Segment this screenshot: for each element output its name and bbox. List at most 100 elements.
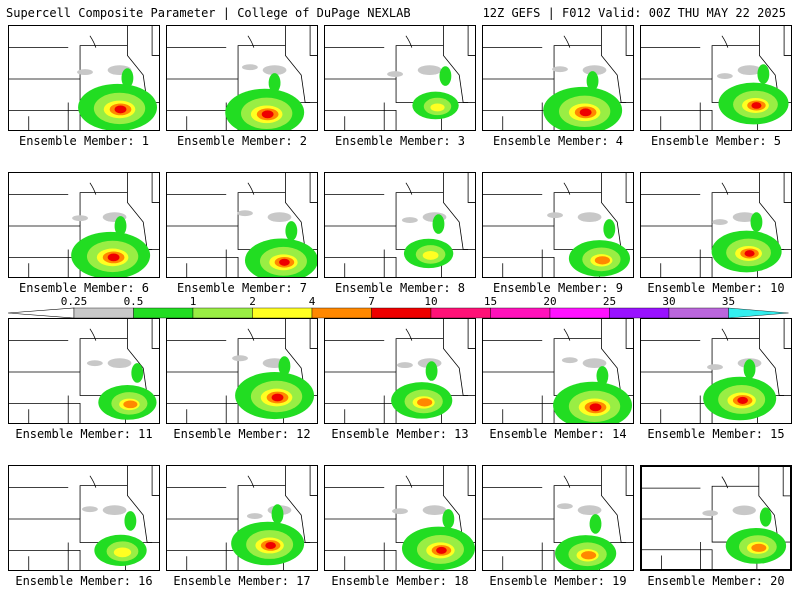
ensemble-map-panel[interactable] <box>8 25 160 131</box>
member-label: Ensemble Member: 17 <box>173 574 311 588</box>
ensemble-map-panel[interactable] <box>640 172 792 278</box>
ensemble-map-panel[interactable] <box>324 172 476 278</box>
member-label: Ensemble Member: 10 <box>647 281 785 295</box>
map-canvas <box>641 319 791 423</box>
scp-contour-5 <box>279 258 290 266</box>
scp-contour-5 <box>744 250 755 257</box>
scp-contour-4 <box>751 543 767 552</box>
page-title: Supercell Composite Parameter | College … <box>6 6 411 20</box>
scp-contour-1 <box>442 509 455 529</box>
scp-contour-4 <box>594 256 611 265</box>
member-label: Ensemble Member: 12 <box>173 427 311 441</box>
scp-contour-3 <box>113 547 132 558</box>
scp-contour-5 <box>436 546 447 554</box>
ensemble-map-panel[interactable] <box>166 318 318 424</box>
ensemble-map-panel[interactable] <box>482 25 634 131</box>
scp-contour-4 <box>417 398 433 407</box>
member-label: Ensemble Member: 5 <box>650 134 782 148</box>
scp-contour-5 <box>261 110 274 119</box>
scp-low-area <box>577 212 602 223</box>
ensemble-map-panel[interactable] <box>640 318 792 424</box>
ensemble-map-panel[interactable] <box>166 25 318 131</box>
scp-contour-1 <box>750 212 763 232</box>
map-canvas <box>325 173 475 277</box>
scp-low-area <box>72 215 88 222</box>
scp-low-area <box>732 212 757 223</box>
scp-low-area <box>82 506 98 513</box>
colorbar-tick-label: 2 <box>249 295 256 308</box>
state-borders <box>9 173 159 277</box>
member-label: Ensemble Member: 13 <box>331 427 469 441</box>
member-label: Ensemble Member: 15 <box>647 427 785 441</box>
colorbar-segment <box>490 307 551 319</box>
colorbar-tick-label: 7 <box>368 295 375 308</box>
scp-low-area <box>582 65 607 76</box>
scp-contour-1 <box>131 363 144 383</box>
member-label: Ensemble Member: 14 <box>489 427 627 441</box>
ensemble-map-panel[interactable] <box>640 25 792 131</box>
scp-low-area <box>737 65 762 76</box>
ensemble-map-panel[interactable] <box>166 465 318 571</box>
colorbar-tick-label: 0.25 <box>60 295 88 308</box>
map-canvas <box>325 26 475 130</box>
member-label: Ensemble Member: 1 <box>18 134 150 148</box>
scp-contour-1 <box>285 221 298 241</box>
ensemble-map-panel[interactable] <box>8 172 160 278</box>
scp-contour-5 <box>589 403 602 412</box>
scp-contour-3 <box>422 251 439 260</box>
member-label: Ensemble Member: 4 <box>492 134 624 148</box>
scp-contour-1 <box>278 356 291 376</box>
scp-contour-5 <box>751 102 762 109</box>
scp-low-area <box>401 217 418 224</box>
map-canvas <box>483 26 633 130</box>
state-borders <box>325 173 475 277</box>
scp-contour-5 <box>271 393 284 402</box>
map-canvas <box>483 466 633 570</box>
scp-contour-1 <box>432 214 445 234</box>
ensemble-map-panel[interactable] <box>482 172 634 278</box>
colorbar-tick-label: 25 <box>602 295 617 308</box>
colorbar-segment <box>668 307 729 319</box>
colorbar-tick-label: 4 <box>308 295 316 308</box>
scp-low-area <box>716 73 733 79</box>
scp-low-area <box>557 503 573 510</box>
colorbar-segment <box>73 307 134 319</box>
ensemble-map-panel[interactable] <box>8 318 160 424</box>
ensemble-map-panel[interactable] <box>482 318 634 424</box>
scp-low-area <box>246 513 263 519</box>
colorbar-left-arrow <box>7 307 75 319</box>
colorbar-segment <box>430 307 491 319</box>
ensemble-map-panel[interactable] <box>324 25 476 131</box>
ensemble-map-panel[interactable] <box>640 465 792 571</box>
scp-contour-1 <box>743 359 756 379</box>
member-label: Ensemble Member: 7 <box>176 281 308 295</box>
ensemble-map-panel[interactable] <box>482 465 634 571</box>
member-label: Ensemble Member: 20 <box>647 574 785 588</box>
member-label: Ensemble Member: 18 <box>331 574 469 588</box>
ensemble-map-panel[interactable] <box>324 318 476 424</box>
member-label: Ensemble Member: 19 <box>489 574 627 588</box>
member-label: Ensemble Member: 2 <box>176 134 308 148</box>
scp-low-area <box>267 212 292 223</box>
map-canvas <box>483 173 633 277</box>
colorbar-segment <box>311 307 372 319</box>
ensemble-map-panel[interactable] <box>8 465 160 571</box>
ensemble-map-panel[interactable] <box>166 172 318 278</box>
scp-low-area <box>397 362 413 369</box>
colorbar-segment <box>549 307 610 319</box>
colorbar-tick-label: 35 <box>721 295 736 308</box>
scp-contour-1 <box>439 66 452 86</box>
map-canvas <box>325 319 475 423</box>
state-borders <box>325 26 475 130</box>
map-canvas <box>325 466 475 570</box>
member-label: Ensemble Member: 6 <box>18 281 150 295</box>
scp-low-area <box>702 510 718 517</box>
scp-low-area <box>561 357 578 364</box>
scp-low-area <box>262 65 287 76</box>
map-canvas <box>167 26 317 130</box>
scp-low-area <box>582 358 607 369</box>
ensemble-map-panel[interactable] <box>324 465 476 571</box>
colorbar-tick-label: 30 <box>662 295 676 308</box>
map-canvas <box>9 173 159 277</box>
scp-contour-5 <box>579 108 592 117</box>
